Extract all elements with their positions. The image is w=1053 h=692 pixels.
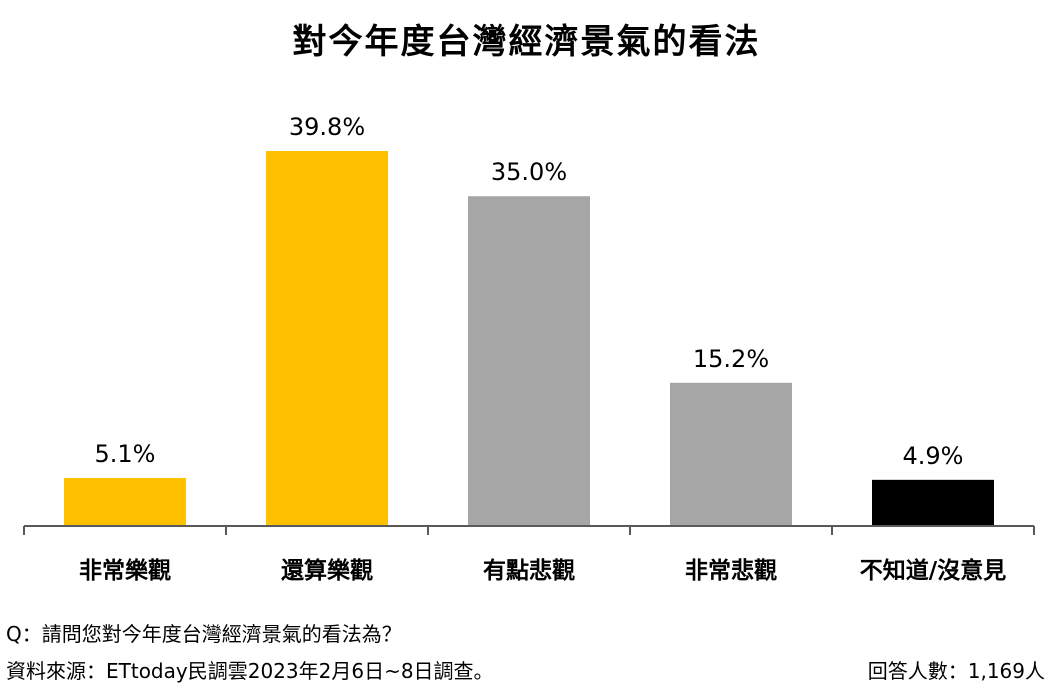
bar-3 [670,382,792,526]
bar-2 [468,196,590,526]
value-label-3: 15.2% [693,345,769,373]
chart-title: 對今年度台灣經濟景氣的看法 [292,22,761,62]
category-label-3: 非常悲觀 [685,557,777,584]
category-label-4: 不知道/沒意見 [860,557,1006,584]
respondent-count: 回答人數：1,169人 [867,659,1045,683]
value-label-0: 5.1% [95,440,156,468]
bar-1 [266,151,388,526]
value-label-1: 39.8% [289,113,365,141]
bar-4 [872,479,994,526]
value-label-4: 4.9% [903,442,964,470]
bar-0 [64,477,186,526]
survey-question: Q：請問您對今年度台灣經濟景氣的看法為？ [6,622,402,646]
data-source: 資料來源：ETtoday民調雲2023年2月6日~8日調查。 [6,659,494,683]
value-label-2: 35.0% [491,158,567,186]
category-label-1: 還算樂觀 [281,557,373,584]
category-label-2: 有點悲觀 [483,557,575,584]
category-label-0: 非常樂觀 [79,557,171,584]
